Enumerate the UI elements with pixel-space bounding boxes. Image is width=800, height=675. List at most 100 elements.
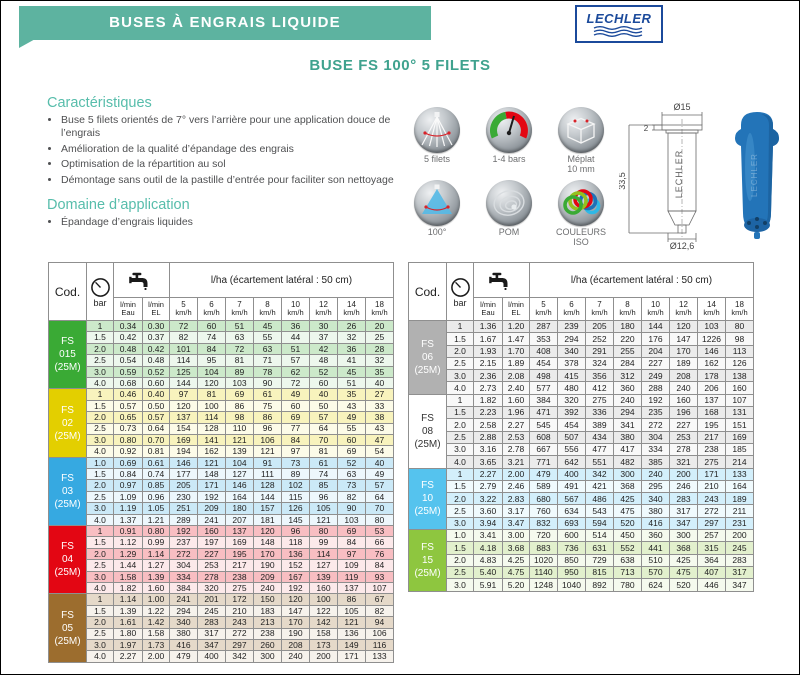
feature-label: 5 filets: [423, 154, 450, 164]
flow-value: 780: [613, 578, 642, 592]
flow-value: 154: [169, 422, 198, 435]
flow-value: 147: [281, 604, 310, 618]
flow-value: 1040: [557, 578, 586, 592]
flow-value: 340: [169, 616, 198, 629]
flow-value: 0.59: [113, 365, 143, 378]
flow-value: 64: [365, 490, 394, 504]
table-row: 2.0 4.83 4.25 1020 850 729 638 510 425 364 283: [409, 553, 754, 567]
flow-value: 1.00: [142, 593, 170, 606]
bar-value: 1.0: [86, 456, 114, 470]
flow-value: 204: [641, 344, 670, 358]
flow-value: 1.93: [473, 344, 503, 358]
bar-value: 2.5: [86, 627, 114, 640]
flow-value: 353: [529, 332, 558, 346]
flow-value: 53: [365, 525, 394, 538]
col-header-lmin-eau: l/min Eau: [113, 297, 143, 321]
flow-value: 103: [697, 319, 726, 334]
section-label-fs-02: FS 02 (25M): [48, 388, 87, 458]
flow-value: 475: [613, 504, 642, 518]
flow-value: 241: [169, 593, 198, 606]
flow-value: 169: [725, 430, 754, 444]
flow-value: 197: [197, 536, 226, 549]
flow-value: 287: [529, 319, 558, 334]
flow-value: 98: [225, 411, 254, 424]
flow-value: 272: [169, 547, 198, 561]
flow-value: 2.79: [473, 479, 503, 494]
characteristics-section: Caractéristiques Buse 5 filets orientés …: [47, 95, 403, 240]
flow-value: 729: [585, 553, 614, 567]
flow-value: 162: [197, 445, 226, 458]
flow-value: 491: [557, 479, 586, 494]
flow-value: 42: [309, 342, 338, 356]
table-row: 2.0 1.61 1.42 340 283 243 213 170 142 121 94: [49, 616, 394, 629]
flow-value: 272: [697, 504, 726, 518]
flow-value: 97: [169, 388, 198, 401]
flow-value: 0.80: [142, 525, 170, 538]
col-header-lha: l/ha (écartement latéral : 50 cm): [169, 262, 394, 298]
table-row: 3.0 3.16 2.78 667 556 477 417 334 278 238 185: [409, 442, 754, 457]
col-header-speed: 7 km/h: [225, 297, 254, 321]
flow-value: 471: [529, 406, 558, 420]
flow-value: 3.16: [473, 442, 503, 457]
flow-value: 317: [725, 565, 754, 580]
flow-value: 1.80: [113, 627, 143, 640]
flow-value: 1.37: [113, 513, 143, 527]
bar-value: 1: [86, 593, 114, 606]
flow-value: 334: [169, 570, 198, 584]
flow-value: 883: [529, 541, 558, 555]
flow-value: 252: [585, 332, 614, 346]
flow-value: 0.74: [142, 468, 170, 481]
bar-value: 1.5: [446, 541, 474, 555]
flow-value: 713: [613, 565, 642, 580]
flow-value: 160: [309, 581, 338, 595]
pressure-gauge-header-icon: [450, 277, 470, 297]
flow-value: 84: [197, 342, 226, 356]
flow-value: 1.27: [142, 559, 170, 572]
flow-value: 347: [725, 578, 754, 592]
bar-value: 1.5: [446, 479, 474, 494]
feature-flat-10mm: Méplat 10 mm: [545, 107, 617, 174]
flow-value: 148: [253, 536, 282, 549]
flow-value: 177: [169, 468, 198, 481]
flow-value: 120: [281, 593, 310, 606]
logo-waves-icon: [593, 25, 643, 37]
flow-value: 0.48: [142, 354, 170, 367]
flow-value: 45: [253, 319, 282, 333]
flow-value: 103: [225, 376, 254, 390]
bar-value: 2.0: [446, 418, 474, 432]
flow-value: 208: [281, 638, 310, 652]
flow-value: 1.82: [113, 581, 143, 595]
flow-value: 144: [169, 376, 198, 390]
flow-value: 194: [169, 445, 198, 458]
bar-value: 2.5: [446, 356, 474, 371]
characteristics-item: Optimisation de la répartition au sol: [61, 158, 403, 171]
flow-value: 36: [337, 342, 366, 356]
table-row: 1.5 4.18 3.68 883 736 631 552 441 368 315 245: [409, 541, 754, 555]
flow-value: 213: [253, 616, 282, 629]
flow-value: 67: [365, 593, 394, 606]
flow-value: 40: [365, 376, 394, 390]
flow-value: 103: [337, 513, 366, 527]
flow-value: 93: [365, 570, 394, 584]
table-row: 4.0 0.68 0.60 144 120 103 90 72 60 51 40: [49, 376, 394, 390]
flow-value: 136: [281, 547, 310, 561]
flow-value: 69: [225, 388, 254, 401]
table-row: 4.0 2.73 2.40 577 480 412 360 288 240 206 160: [409, 381, 754, 395]
flow-value: 151: [725, 418, 754, 432]
flow-value: 360: [613, 381, 642, 395]
flow-value: 126: [725, 356, 754, 371]
flow-value: 0.46: [113, 388, 143, 401]
flow-value: 147: [669, 332, 698, 346]
flow-value: 0.80: [113, 433, 143, 447]
flow-value: 832: [529, 516, 558, 531]
flow-value: 77: [281, 422, 310, 435]
flow-value: 57: [309, 411, 338, 424]
flow-value: 304: [641, 430, 670, 444]
flow-value: 1.20: [502, 319, 530, 334]
flow-value: 70: [309, 433, 338, 447]
table-row: 3.0 0.59 0.52 125 104 89 78 62 52 45 35: [49, 365, 394, 378]
logo-text: LECHLER: [586, 10, 652, 26]
banner-title: BUSES À ENGRAIS LIQUIDE: [109, 14, 341, 31]
flow-value: 556: [557, 442, 586, 457]
application-item: Épandage d’engrais liquides: [61, 216, 403, 229]
